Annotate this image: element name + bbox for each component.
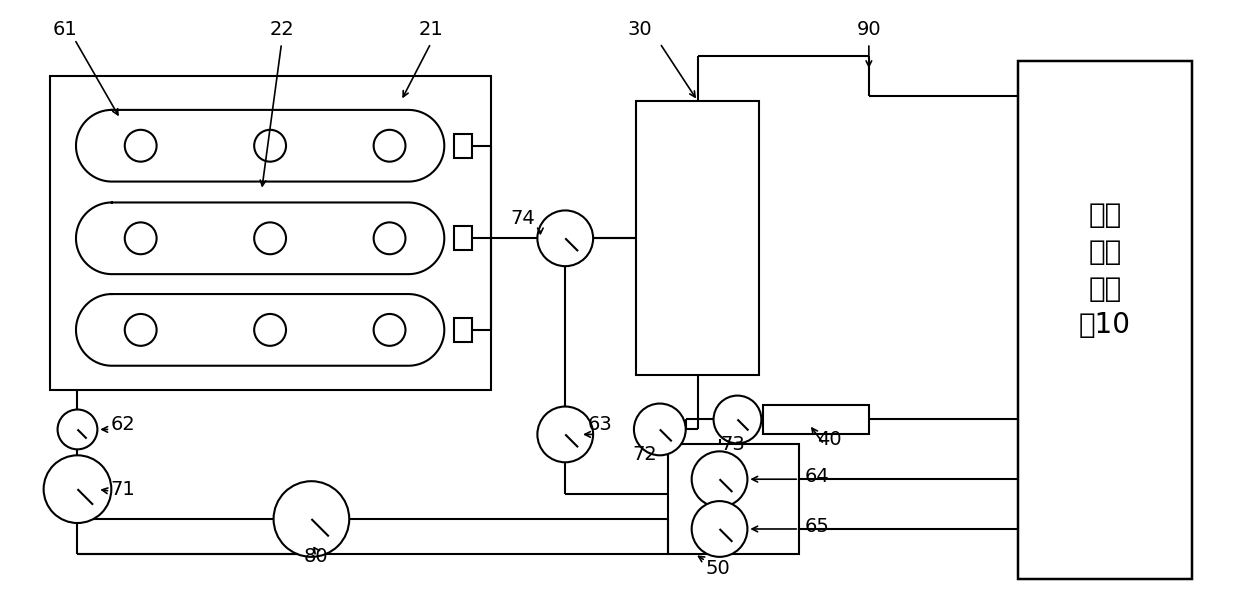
Circle shape: [373, 314, 405, 346]
Text: 21: 21: [418, 20, 443, 38]
Circle shape: [634, 403, 686, 455]
Polygon shape: [76, 202, 444, 274]
Circle shape: [713, 395, 761, 444]
Circle shape: [254, 130, 286, 162]
Text: 73: 73: [720, 435, 745, 454]
Bar: [50, 76, 491, 390]
Text: 80: 80: [304, 547, 329, 566]
Text: 30: 30: [627, 20, 652, 38]
Text: 40: 40: [817, 430, 842, 449]
Circle shape: [537, 406, 593, 463]
Text: 50: 50: [706, 559, 730, 578]
Circle shape: [43, 455, 112, 523]
Text: 64: 64: [805, 467, 828, 486]
Text: 63: 63: [588, 415, 613, 434]
Circle shape: [57, 409, 98, 449]
Text: 22: 22: [269, 20, 294, 38]
Circle shape: [373, 130, 405, 162]
Circle shape: [274, 481, 350, 557]
Text: 72: 72: [632, 445, 657, 464]
Bar: [636, 101, 759, 375]
Circle shape: [537, 210, 593, 266]
Circle shape: [254, 314, 286, 346]
Bar: [668, 444, 800, 554]
Circle shape: [125, 314, 156, 346]
Text: 电解
水制
氢装
置10: 电解 水制 氢装 置10: [1079, 201, 1131, 339]
Text: 65: 65: [805, 518, 830, 536]
Circle shape: [125, 222, 156, 254]
Text: 62: 62: [110, 415, 135, 434]
Bar: [454, 226, 471, 251]
Circle shape: [692, 501, 748, 557]
Text: 74: 74: [511, 209, 536, 228]
Bar: [454, 134, 471, 158]
Polygon shape: [76, 110, 444, 181]
Circle shape: [373, 222, 405, 254]
Circle shape: [254, 222, 286, 254]
Circle shape: [692, 452, 748, 507]
Bar: [1018, 61, 1193, 579]
Circle shape: [125, 130, 156, 162]
Text: 90: 90: [857, 20, 882, 38]
Bar: [454, 318, 471, 342]
Text: 61: 61: [52, 20, 77, 38]
Polygon shape: [76, 294, 444, 366]
Text: 71: 71: [110, 480, 135, 499]
Bar: [764, 404, 869, 434]
